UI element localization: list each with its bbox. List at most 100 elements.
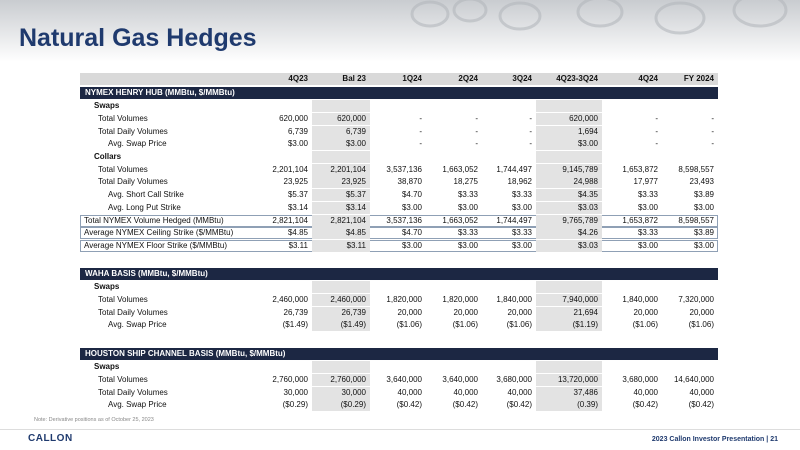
- cell: -: [419, 113, 422, 123]
- cell: 18,275: [453, 177, 478, 187]
- shade: [312, 361, 370, 374]
- row-label: Avg. Short Call Strike: [108, 190, 184, 200]
- row-label: Avg. Swap Price: [108, 320, 167, 330]
- cell: $3.00: [693, 202, 714, 212]
- cell: $3.00: [287, 139, 308, 149]
- cell: 26,739: [283, 307, 308, 317]
- cell: 17,977: [633, 177, 658, 187]
- cell: 1,694: [536, 125, 602, 138]
- cell: $3.00: [511, 202, 532, 212]
- cell: ($1.06): [632, 320, 658, 330]
- cell: $3.33: [511, 228, 532, 238]
- section-header: HOUSTON SHIP CHANNEL BASIS (MMBtu, $/MMB…: [80, 348, 718, 360]
- shade: [536, 361, 602, 374]
- row-label: Total Daily Volumes: [98, 387, 168, 397]
- cell: -: [419, 139, 422, 149]
- footer: 2023 Callon Investor Presentation | 21: [652, 436, 778, 443]
- shade: [536, 100, 602, 113]
- section-header: WAHA BASIS (MMBtu, $/MMBtu): [80, 268, 718, 280]
- cell: $3.14: [312, 201, 370, 214]
- cell: 3,680,000: [622, 374, 658, 384]
- cell: (0.39): [536, 399, 602, 412]
- cell: $3.00: [511, 240, 532, 250]
- cell: 1,653,872: [622, 215, 658, 225]
- cell: $3.00: [693, 240, 714, 250]
- cell: $4.26: [536, 227, 602, 240]
- cell: 7,940,000: [536, 293, 602, 306]
- cell: $3.89: [693, 190, 714, 200]
- cell: 3,680,000: [496, 374, 532, 384]
- cell: ($1.49): [312, 319, 370, 332]
- group-header: Collars: [94, 152, 122, 161]
- cell: 1,820,000: [442, 294, 478, 304]
- cell: 2,201,104: [312, 163, 370, 176]
- cell: $3.03: [536, 239, 602, 252]
- cell: 24,988: [536, 176, 602, 189]
- cell: -: [711, 126, 714, 136]
- cell: 37,486: [536, 386, 602, 399]
- cell: ($0.42): [506, 400, 532, 410]
- cell: ($1.06): [688, 320, 714, 330]
- cell: 30,000: [312, 386, 370, 399]
- total-row-border: [80, 227, 718, 240]
- cell: $4.70: [401, 190, 422, 200]
- cell: 23,925: [312, 176, 370, 189]
- cell: -: [475, 113, 478, 123]
- cell: -: [655, 126, 658, 136]
- cell: $4.85: [312, 227, 370, 240]
- shade: [312, 281, 370, 294]
- cell: -: [475, 139, 478, 149]
- cell: $3.33: [511, 190, 532, 200]
- cell: 9,145,789: [536, 163, 602, 176]
- total-row-border: [80, 239, 718, 252]
- cell: 1,744,497: [496, 215, 532, 225]
- row-label: Total Daily Volumes: [98, 177, 168, 187]
- cell: 13,720,000: [536, 373, 602, 386]
- row-label: Avg. Swap Price: [108, 400, 167, 410]
- column-header: 1Q24: [402, 74, 422, 83]
- cell: 3,640,000: [442, 374, 478, 384]
- column-header: 2Q24: [458, 74, 478, 83]
- column-header: 4Q24: [638, 74, 658, 83]
- cell: ($1.06): [396, 320, 422, 330]
- row-label: Total Volumes: [98, 294, 148, 304]
- cell: $4.70: [401, 228, 422, 238]
- logo: CALLON: [28, 433, 73, 444]
- cell: 1,840,000: [496, 294, 532, 304]
- cell: -: [655, 113, 658, 123]
- group-header: Swaps: [94, 101, 120, 111]
- cell: 9,765,789: [536, 214, 602, 227]
- footer-rule: [0, 429, 800, 430]
- cell: 2,460,000: [272, 294, 308, 304]
- cell: 38,870: [397, 177, 422, 187]
- cell: 40,000: [453, 387, 478, 397]
- column-header: 4Q23: [288, 74, 308, 83]
- banner: [0, 0, 800, 62]
- cell: 1,663,052: [442, 164, 478, 174]
- cell: $3.00: [536, 138, 602, 151]
- cell: $3.11: [288, 240, 308, 250]
- cell: 20,000: [453, 307, 478, 317]
- row-label: Average NYMEX Floor Strike ($/MMBtu): [84, 240, 228, 250]
- page-number: 21: [770, 436, 778, 443]
- cell: 40,000: [397, 387, 422, 397]
- cell: 7,320,000: [678, 294, 714, 304]
- cell: 26,739: [312, 306, 370, 319]
- total-row-border: [80, 214, 718, 227]
- row-label: Avg. Swap Price: [108, 139, 167, 149]
- cell: $3.03: [536, 201, 602, 214]
- cell: $3.14: [287, 202, 308, 212]
- cell: -: [419, 126, 422, 136]
- cell: $4.85: [287, 228, 308, 238]
- cell: 20,000: [507, 307, 532, 317]
- cell: 6,739: [312, 125, 370, 138]
- cell: 2,760,000: [312, 373, 370, 386]
- cell: 40,000: [633, 387, 658, 397]
- cell: 2,821,104: [272, 215, 308, 225]
- cell: -: [529, 139, 532, 149]
- footer-text: 2023 Callon Investor Presentation: [651, 436, 765, 443]
- row-label: Total Volumes: [98, 113, 148, 123]
- cell: 2,821,104: [312, 214, 370, 227]
- title: Natural Gas Hedges: [19, 24, 257, 52]
- cell: 8,598,557: [678, 164, 714, 174]
